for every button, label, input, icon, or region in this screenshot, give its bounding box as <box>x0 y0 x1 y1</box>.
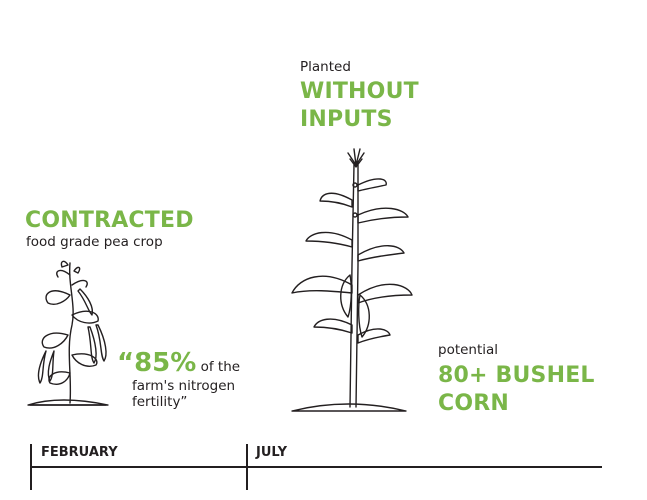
pea-subtitle: food grade pea crop <box>26 234 163 250</box>
corn-result-pre: potential <box>438 342 499 358</box>
corn-pre-label: Planted <box>300 59 351 75</box>
corn-headline-2: INPUTS <box>300 107 393 132</box>
pea-headline: CONTRACTED <box>25 208 194 233</box>
corn-headline-1: WITHOUT <box>300 79 419 104</box>
pea-quote: “85% of the farm's nitrogen fertility” <box>117 348 277 410</box>
corn-plant-illustration <box>291 148 413 412</box>
pea-quote-rest-3: fertility” <box>132 394 188 410</box>
timeline-label-february: FEBRUARY <box>41 445 118 460</box>
timeline-label-july: JULY <box>256 445 288 460</box>
corn-result-2: CORN <box>438 391 510 416</box>
pea-plant-illustration <box>27 260 109 406</box>
pea-quote-rest-1: of the <box>196 359 241 375</box>
pea-quote-stat: “85% <box>117 348 197 378</box>
corn-result-1: 80+ BUSHEL <box>438 363 595 388</box>
pea-quote-rest-2: farm's nitrogen <box>132 378 236 394</box>
